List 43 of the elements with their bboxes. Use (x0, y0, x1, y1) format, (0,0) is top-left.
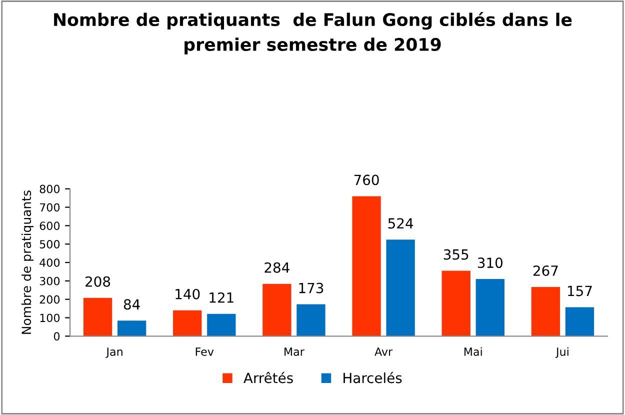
legend-label: Arrêtés (244, 372, 293, 384)
bar (476, 279, 504, 336)
y-tick-label: 400 (40, 258, 60, 267)
y-tick-label: 600 (40, 222, 60, 230)
y-tick-label: 700 (40, 203, 60, 212)
y-tick-label: 500 (40, 240, 60, 248)
y-tick-label: 100 (40, 314, 60, 322)
bar (83, 298, 112, 336)
bar (531, 286, 560, 336)
data-label: 524 (388, 218, 414, 229)
x-tick-label: Jan (106, 348, 122, 358)
x-tick-label: Mai (464, 347, 482, 356)
data-label: 173 (299, 282, 324, 294)
data-label: 284 (264, 262, 290, 273)
legend-label: Harcelés (344, 372, 402, 384)
data-label: 140 (176, 288, 200, 300)
bar (386, 240, 415, 336)
y-axis-title: Nombre de pratiquants (21, 190, 34, 334)
bar (262, 284, 292, 336)
bar (117, 320, 146, 336)
y-tick-label: 200 (40, 295, 60, 304)
data-label: 84 (124, 299, 140, 310)
data-label: 121 (210, 292, 234, 303)
data-label: 310 (478, 258, 502, 268)
bar (173, 310, 202, 336)
x-tick-label: Mar (284, 348, 304, 356)
x-tick-label: Avr (374, 348, 393, 356)
y-tick-label: 0 (54, 332, 60, 341)
y-tick-label: 800 (40, 184, 60, 194)
y-tick-label: 300 (40, 276, 60, 286)
x-tick-label: Fev (196, 348, 214, 356)
data-label: 267 (533, 265, 558, 276)
data-label: 760 (354, 174, 379, 186)
data-label: 355 (444, 249, 468, 260)
x-tick-label: Jui (555, 347, 568, 358)
chart-title: Nombre de pratiquants de Falun Gong ciblés dans le premier semestre de 2019 (54, 12, 572, 54)
bar (442, 270, 470, 336)
bar (296, 304, 326, 336)
bar (207, 314, 236, 336)
data-label: 208 (86, 276, 110, 287)
data-label: 157 (568, 286, 592, 296)
bar (565, 307, 594, 336)
bar (352, 196, 381, 336)
